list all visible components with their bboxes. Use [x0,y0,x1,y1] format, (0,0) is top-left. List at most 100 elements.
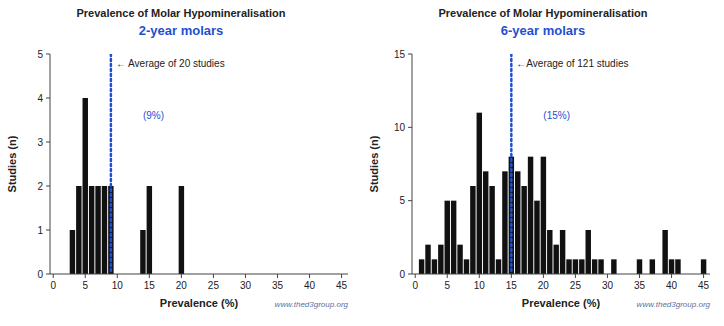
x-tick [309,274,310,278]
bar [179,186,184,274]
x-tick-label: 10 [112,280,124,291]
bar [553,245,558,274]
y-tick [46,230,50,231]
x-tick [511,274,512,278]
bar [419,259,424,274]
x-tick [149,274,150,278]
x-tick-label: 15 [506,280,518,291]
bar [701,259,706,274]
plot-area [70,54,184,274]
bar [95,186,100,274]
bar [451,201,456,274]
bar [483,171,488,274]
x-tick [703,274,704,278]
watermark: www.thed3group.org [637,300,711,309]
x-tick [341,274,342,278]
y-tick-label: 5 [399,195,405,206]
bar [102,186,107,274]
bar [432,259,437,274]
y-tick [408,127,412,128]
x-tick-label: 30 [240,280,252,291]
bar [445,201,450,274]
bar [669,259,674,274]
x-tick-label: 25 [208,280,220,291]
x-tick-label: 0 [50,280,56,291]
x-tick [85,274,86,278]
plot-area [419,54,706,274]
bar [534,201,539,274]
bar [521,186,526,274]
bar [438,245,443,274]
y-tick [408,54,412,55]
x-tick [639,274,640,278]
average-line [510,54,513,274]
chart-root: Prevalence of Molar Hypomineralisation 2-… [0,0,724,326]
x-tick [277,274,278,278]
x-tick [245,274,246,278]
bar [83,98,88,274]
bar [650,259,655,274]
panel: Prevalence of Molar Hypomineralisation2-… [6,7,349,309]
x-tick-label: 35 [634,280,646,291]
bar [140,230,145,274]
x-tick-label: 30 [602,280,614,291]
average-label: ←Average of 121 studies [516,58,628,69]
x-tick [447,274,448,278]
y-tick-label: 0 [37,269,43,280]
x-tick-label: 35 [272,280,284,291]
y-tick-label: 15 [394,49,406,60]
bar [89,186,94,274]
bar [560,230,565,274]
y-tick-label: 4 [37,93,43,104]
y-tick [46,142,50,143]
subtitle: 6-year molars [501,23,586,38]
bar [675,259,680,274]
y-tick-label: 10 [394,122,406,133]
x-tick-label: 10 [474,280,486,291]
average-line [110,54,113,274]
x-axis-line [50,274,348,275]
x-tick-label: 45 [698,280,710,291]
x-tick [575,274,576,278]
bar [547,230,552,274]
x-tick-label: 15 [144,280,156,291]
y-tick [46,98,50,99]
x-tick-label: 20 [538,280,550,291]
bar [496,259,501,274]
x-tick-label: 5 [444,280,450,291]
y-tick-label: 2 [37,181,43,192]
title: Prevalence of Molar Hypomineralisation [438,7,647,19]
bar [147,186,152,274]
x-tick [213,274,214,278]
x-tick [543,274,544,278]
x-tick [415,274,416,278]
y-tick [46,274,50,275]
panel: Prevalence of Molar Hypomineralisation 6-… [368,7,711,309]
x-tick-label: 25 [570,280,582,291]
bar [579,259,584,274]
watermark: www.thed3group.org [275,300,349,309]
bar [573,259,578,274]
bar [662,230,667,274]
x-axis-label: Prevalence (%) [522,297,601,309]
x-tick [53,274,54,278]
bar [637,259,642,274]
y-tick-label: 5 [37,49,43,60]
y-axis-label: Studies (n) [6,135,18,192]
subtitle: 2-year molars [139,23,224,38]
bar [425,245,430,274]
bar [457,245,462,274]
x-axis-line [412,274,710,275]
x-tick-label: 45 [336,280,348,291]
average-label: ← Average of 20 studies [116,58,225,69]
bar [541,157,546,274]
x-tick-label: 40 [666,280,678,291]
x-tick [117,274,118,278]
x-axis-label: Prevalence (%) [160,297,239,309]
bar [76,186,81,274]
bar [464,259,469,274]
y-axis-line [412,54,413,274]
bar [489,186,494,274]
average-value-label: (9%) [143,110,164,121]
bar [586,230,591,274]
